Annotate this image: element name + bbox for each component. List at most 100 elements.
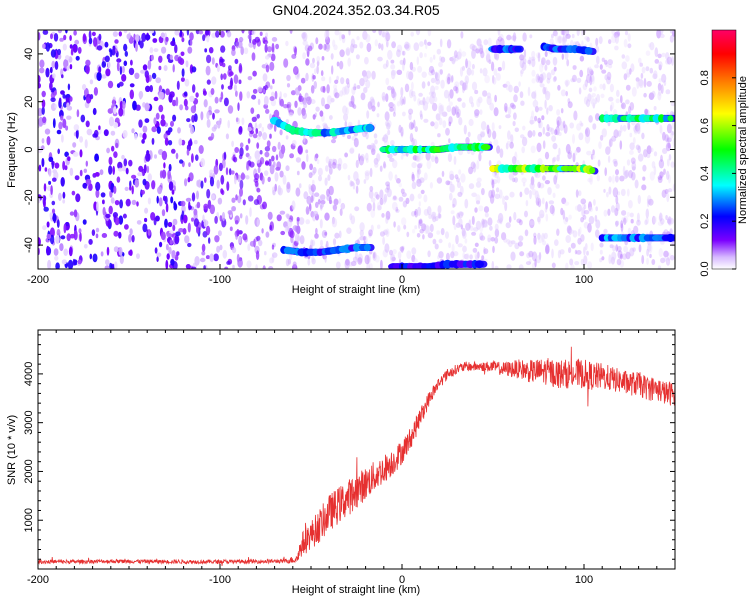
heatmap-cell: [464, 75, 469, 85]
heatmap-cell: [385, 31, 390, 35]
heatmap-cell: [549, 38, 554, 45]
heatmap-cell: [170, 120, 174, 127]
heatmap-cell: [449, 89, 454, 99]
heatmap-cell: [587, 178, 593, 183]
heatmap-cell: [417, 65, 423, 73]
track-spot: [312, 248, 319, 257]
heatmap-cell: [430, 214, 436, 220]
heatmap-cell: [314, 233, 319, 239]
heatmap-cell: [350, 181, 355, 187]
heatmap-cell: [349, 101, 355, 108]
heatmap-cell: [226, 30, 232, 38]
heatmap-cell: [292, 261, 297, 268]
heatmap-cell: [667, 174, 671, 184]
heatmap-cell: [543, 232, 548, 240]
heatmap-cell: [138, 165, 144, 172]
heatmap-cell: [226, 181, 230, 192]
heatmap-cell: [530, 56, 536, 62]
heatmap-cell: [139, 40, 144, 49]
heatmap-cell: [380, 259, 383, 269]
heatmap-cell: [386, 120, 392, 128]
heatmap-cell: [271, 252, 278, 258]
heatmap-cell: [643, 77, 647, 88]
heatmap-cell: [580, 122, 584, 127]
heatmap-cell: [421, 81, 426, 89]
heatmap-cell: [365, 70, 372, 79]
heatmap-cell: [412, 155, 418, 161]
heatmap-cell: [268, 158, 272, 167]
heatmap-cell: [411, 66, 416, 72]
heatmap-tracks: [269, 42, 675, 269]
heatmap-cell: [411, 137, 415, 147]
heatmap-cell: [451, 74, 454, 83]
track-spot: [474, 260, 484, 269]
heatmap-cell: [265, 160, 269, 165]
heatmap-cell: [286, 74, 291, 82]
heatmap-cell: [54, 255, 59, 261]
heatmap-cell: [118, 231, 122, 239]
heatmap-cell: [468, 219, 472, 229]
heatmap-cell: [523, 49, 527, 59]
heatmap-cell: [579, 55, 585, 62]
heatmap-cell: [376, 113, 380, 118]
heatmap-cell: [83, 168, 88, 173]
heatmap-cell: [334, 92, 340, 99]
heatmap-cell: [672, 137, 675, 148]
track-spot: [599, 114, 606, 123]
heatmap-cell: [565, 217, 569, 222]
heatmap-cell: [317, 167, 323, 177]
heatmap-cell: [480, 130, 486, 138]
heatmap-cell: [151, 126, 157, 133]
heatmap-cell: [334, 79, 339, 85]
heatmap-cell: [430, 121, 435, 127]
heatmap-cell: [657, 221, 664, 227]
heatmap-cell: [572, 230, 578, 238]
heatmap-cell: [105, 68, 111, 77]
heatmap-cell: [54, 60, 59, 70]
track-spot: [589, 167, 596, 174]
heatmap-cell: [458, 217, 463, 227]
heatmap-cell: [447, 93, 451, 103]
heatmap-cell: [496, 219, 502, 224]
heatmap-cell: [91, 31, 96, 37]
heatmap-cell: [492, 245, 495, 254]
heatmap-cell: [440, 104, 445, 112]
heatmap-cell: [113, 246, 119, 253]
heatmap-cell: [486, 124, 490, 135]
heatmap-cell: [427, 81, 431, 87]
heatmap-cell: [562, 209, 566, 220]
heatmap-cell: [639, 62, 643, 67]
heatmap-cell: [608, 139, 612, 149]
heatmap-cell: [342, 105, 348, 115]
heatmap-cell: [584, 79, 588, 88]
heatmap-cell: [187, 177, 191, 183]
heatmap-cell: [454, 81, 460, 89]
heatmap-cell: [50, 97, 56, 103]
heatmap-cell: [438, 69, 443, 76]
heatmap-cell: [184, 78, 190, 87]
heatmap-cell: [557, 35, 563, 44]
heatmap-cell: [491, 122, 495, 132]
heatmap-cell: [125, 167, 129, 175]
heatmap-cell: [392, 196, 398, 202]
heatmap-cell: [542, 240, 547, 246]
heatmap-cell: [344, 152, 348, 158]
heatmap-cell: [423, 224, 429, 235]
heatmap-cell: [353, 44, 358, 49]
heatmap-cell: [106, 246, 110, 256]
heatmap-cell: [561, 197, 567, 205]
heatmap-cell: [446, 76, 451, 85]
heatmap-cell: [238, 126, 243, 135]
heatmap-cell: [489, 225, 493, 231]
heatmap-cell: [409, 89, 414, 99]
heatmap-cell: [653, 165, 657, 176]
heatmap-cell: [347, 134, 351, 140]
heatmap-cell: [463, 253, 469, 260]
heatmap-cell: [630, 218, 634, 224]
heatmap-cell: [256, 218, 260, 227]
heatmap-cell: [574, 261, 580, 266]
heatmap-cell: [286, 226, 290, 231]
heatmap-cell: [441, 170, 445, 177]
heatmap-cell: [455, 86, 459, 94]
